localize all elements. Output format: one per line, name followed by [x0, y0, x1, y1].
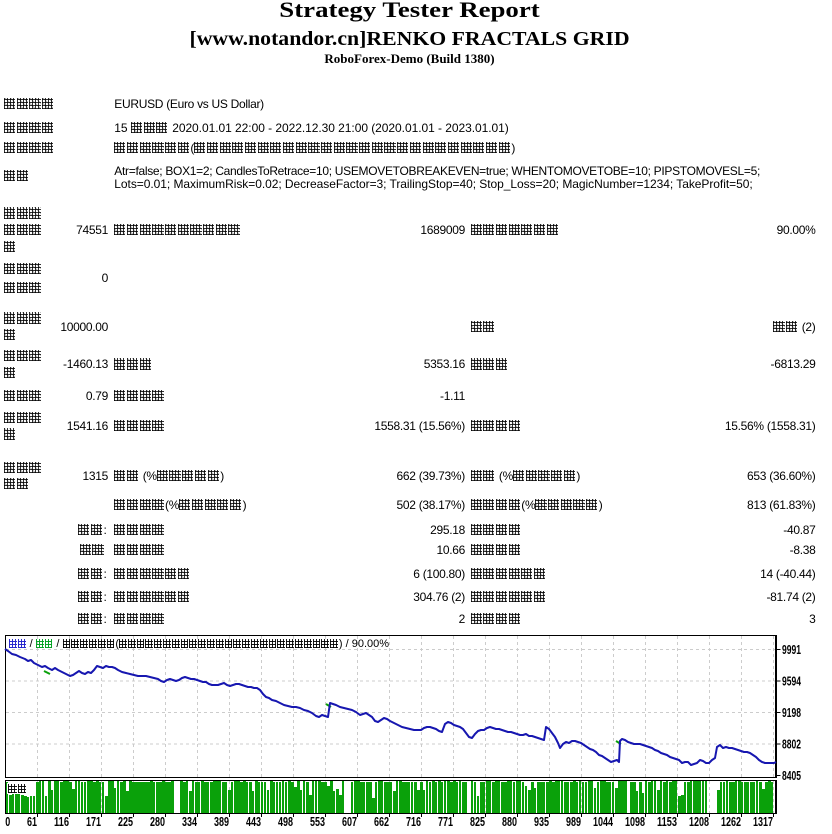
- svg-text:771: 771: [438, 815, 453, 829]
- svg-text:498: 498: [278, 815, 293, 829]
- svg-text:116: 116: [54, 815, 69, 829]
- svg-text:607: 607: [342, 815, 357, 829]
- svg-text:9198: 9198: [782, 706, 801, 720]
- svg-text:9991: 9991: [782, 643, 801, 657]
- svg-text:935: 935: [534, 815, 549, 829]
- svg-text:61: 61: [27, 815, 37, 829]
- svg-text:989: 989: [566, 815, 581, 829]
- svg-text:1044: 1044: [593, 815, 613, 829]
- svg-text:880: 880: [502, 815, 517, 829]
- svg-text:225: 225: [118, 815, 133, 829]
- svg-text:334: 334: [182, 815, 197, 829]
- svg-text:662: 662: [374, 815, 389, 829]
- svg-text:8802: 8802: [782, 738, 801, 752]
- svg-text:280: 280: [150, 815, 165, 829]
- svg-text:716: 716: [406, 815, 421, 829]
- svg-text:9594: 9594: [782, 675, 801, 689]
- svg-text:825: 825: [470, 815, 485, 829]
- svg-text:1208: 1208: [689, 815, 709, 829]
- svg-text:171: 171: [86, 815, 101, 829]
- svg-text:0: 0: [5, 815, 10, 829]
- svg-text:1153: 1153: [657, 815, 677, 829]
- svg-text:1262: 1262: [721, 815, 741, 829]
- svg-text:8405: 8405: [782, 769, 801, 783]
- svg-text:389: 389: [214, 815, 229, 829]
- svg-text:1317: 1317: [753, 815, 773, 829]
- svg-text:443: 443: [246, 815, 261, 829]
- svg-text:1098: 1098: [625, 815, 645, 829]
- svg-text:553: 553: [310, 815, 325, 829]
